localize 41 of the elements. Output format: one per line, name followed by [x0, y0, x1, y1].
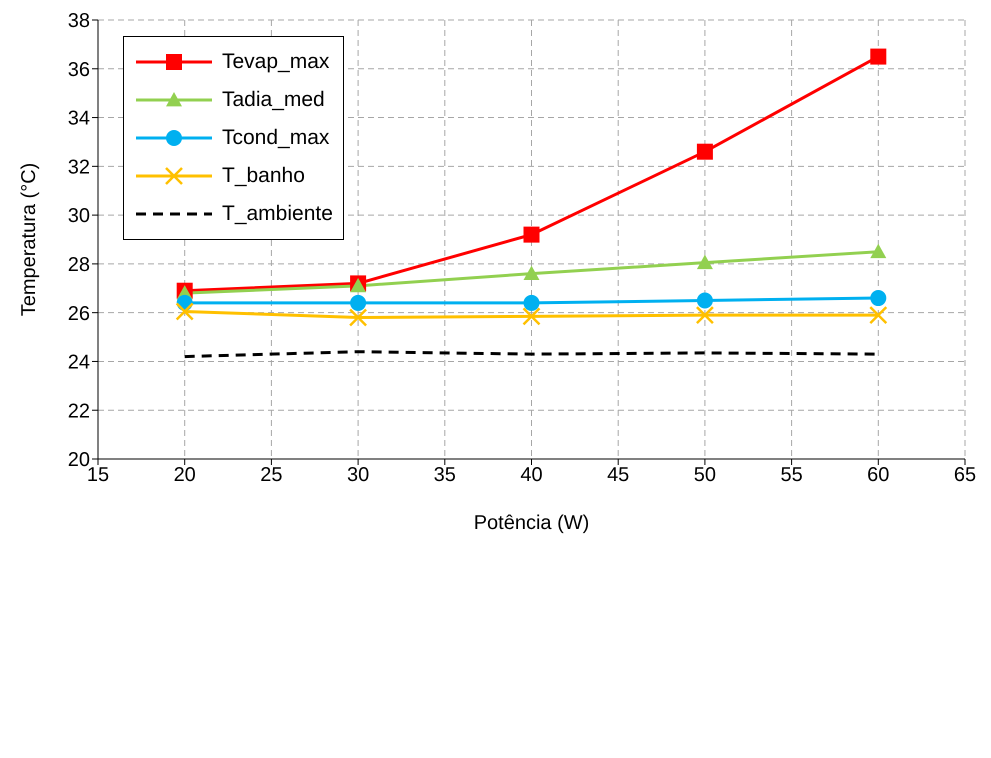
x-tick-label: 55 — [780, 464, 803, 486]
y-tick-label: 28 — [68, 254, 90, 276]
point — [522, 307, 541, 326]
y-tick-label: 38 — [68, 10, 90, 32]
y-tick-label: 34 — [68, 108, 90, 130]
point — [696, 292, 713, 308]
point — [870, 48, 886, 65]
legend-label: Tevap_max — [222, 50, 330, 74]
point — [524, 226, 540, 243]
point — [696, 254, 713, 270]
point — [524, 294, 540, 311]
x-tick-label: 40 — [520, 464, 543, 486]
legend-label: T_ambiente — [222, 202, 333, 226]
x-tick-label: 60 — [867, 464, 890, 486]
y-tick-label: 24 — [68, 352, 90, 374]
x-tick-label: 65 — [954, 464, 976, 486]
point — [350, 294, 366, 311]
point — [696, 306, 714, 324]
legend-label: T_banho — [222, 164, 305, 188]
y-axis-title: Temperatura (°C) — [18, 162, 40, 316]
y-tick-label: 26 — [68, 302, 90, 325]
legend-label: Tcond_max — [222, 126, 330, 150]
point — [175, 302, 194, 321]
x-tick-label: 25 — [260, 464, 283, 486]
x-tick-label: 50 — [694, 464, 716, 486]
legend-label: Tadia_med — [222, 88, 325, 112]
point — [524, 266, 540, 280]
y-tick-label: 32 — [68, 156, 90, 178]
point — [348, 308, 368, 327]
point — [870, 290, 886, 306]
y-tick-label: 22 — [68, 400, 90, 422]
x-tick-label: 30 — [346, 464, 370, 486]
x-tick-label: 35 — [434, 464, 456, 486]
point — [869, 306, 888, 324]
x-tick-label: 20 — [174, 464, 196, 486]
point — [870, 244, 886, 258]
x-tick-label: 45 — [607, 464, 630, 486]
point — [696, 144, 713, 160]
x-axis-title: Potência (W) — [474, 512, 590, 534]
y-tick-label: 30 — [68, 205, 90, 228]
y-tick-label: 36 — [68, 58, 90, 81]
